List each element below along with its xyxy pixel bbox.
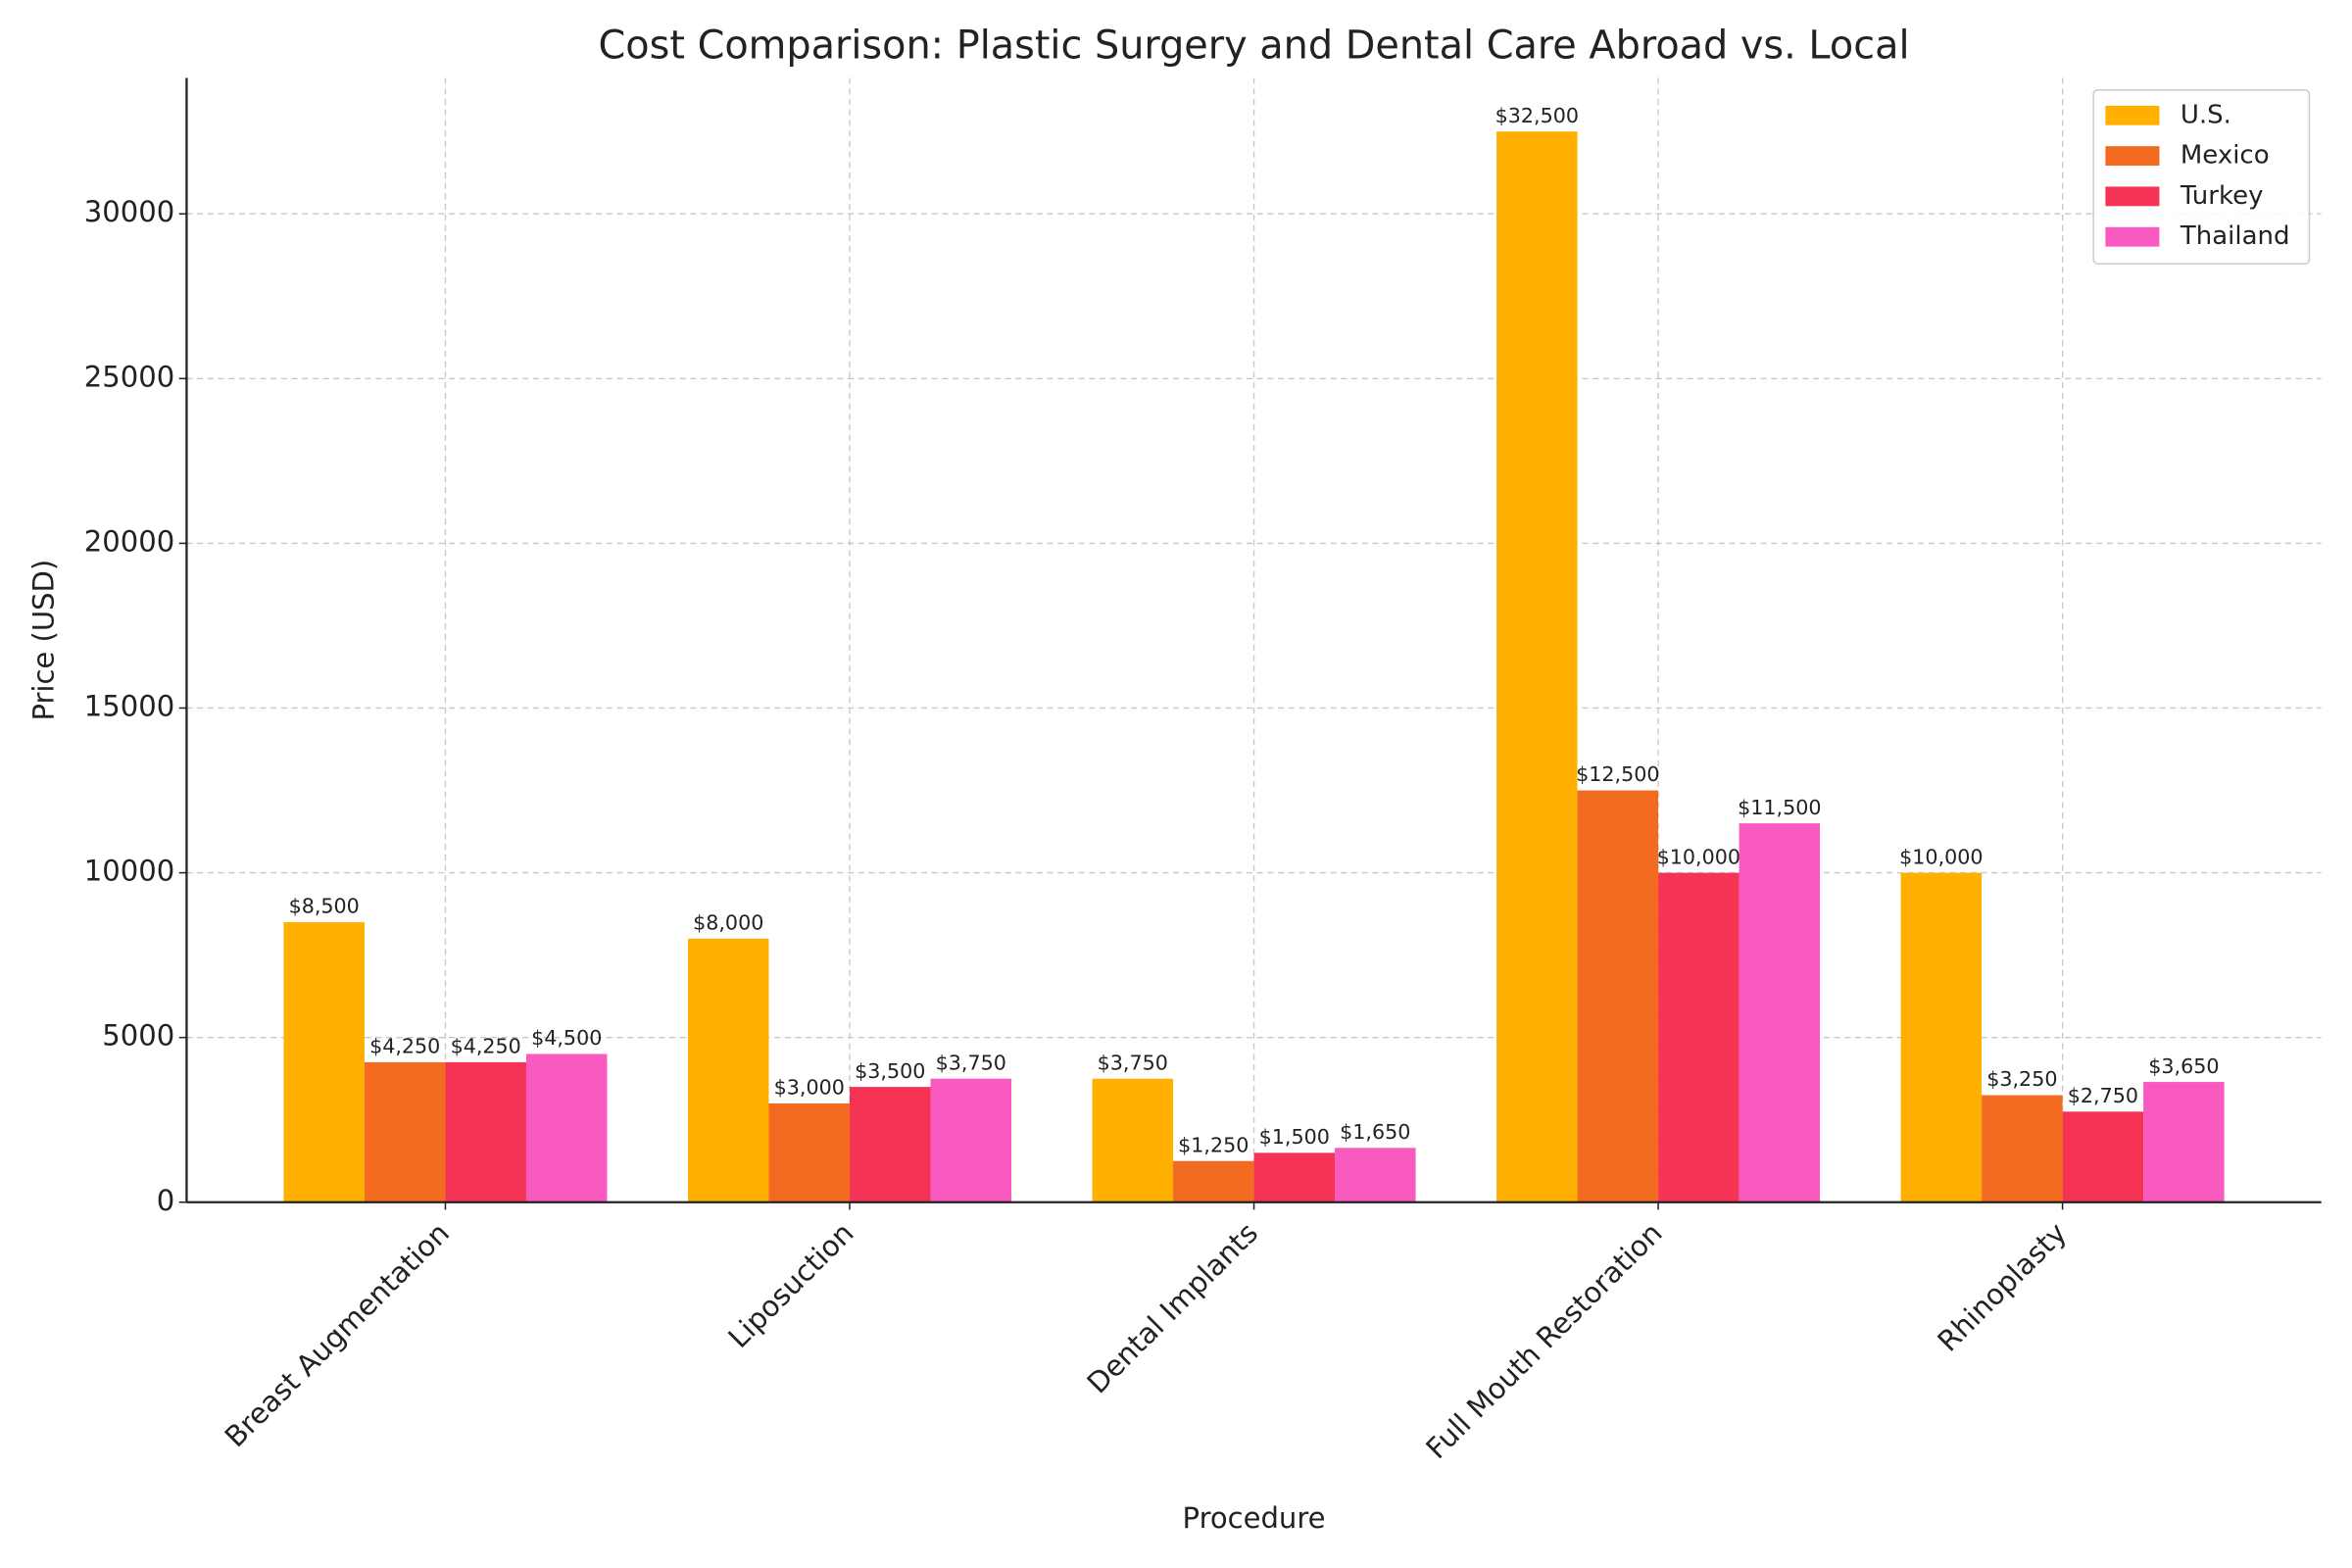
value-label: $32,500: [1495, 104, 1579, 127]
bar: [2143, 1082, 2225, 1202]
bar: [850, 1087, 931, 1202]
legend-label: Mexico: [2180, 141, 2270, 171]
value-label: $3,650: [2148, 1054, 2219, 1078]
x-axis-label: Procedure: [1183, 1501, 1326, 1535]
legend-swatch: [2105, 186, 2160, 207]
value-label: $2,750: [2068, 1084, 2138, 1107]
bar: [1496, 131, 1578, 1202]
bar: [1900, 872, 1983, 1202]
y-tick-label: 10000: [84, 855, 174, 888]
bar: [283, 922, 365, 1202]
value-label: $1,250: [1178, 1133, 1249, 1156]
bar: [2062, 1111, 2144, 1202]
value-label: $3,500: [855, 1059, 925, 1083]
value-label: $3,750: [936, 1051, 1006, 1074]
y-tick-label: 25000: [84, 360, 174, 393]
bar: [445, 1061, 526, 1202]
y-tick-label: 20000: [84, 524, 174, 558]
chart-title: Cost Comparison: Plastic Surgery and Den…: [599, 23, 1910, 68]
bar: [930, 1078, 1012, 1202]
bar: [768, 1102, 851, 1202]
bar: [364, 1061, 446, 1202]
legend-label: Thailand: [2180, 221, 2290, 251]
value-label: $4,250: [369, 1035, 440, 1058]
y-tick-label: 15000: [84, 689, 174, 722]
y-tick-label: 0: [157, 1184, 174, 1217]
legend-label: Turkey: [2180, 181, 2264, 211]
value-label: $4,500: [531, 1026, 602, 1050]
value-label: $3,250: [1986, 1067, 2057, 1091]
bar: [1739, 823, 1821, 1202]
value-label: $1,500: [1259, 1125, 1330, 1149]
bar: [1335, 1148, 1416, 1202]
y-tick-label: 30000: [84, 195, 174, 228]
legend-swatch: [2105, 226, 2160, 247]
value-label: $4,250: [451, 1035, 521, 1058]
legend-swatch: [2105, 105, 2160, 125]
bar: [1658, 872, 1740, 1202]
value-label: $12,500: [1576, 762, 1659, 786]
y-axis-label: Price (USD): [27, 560, 61, 721]
value-label: $3,000: [774, 1076, 845, 1100]
bar: [525, 1054, 608, 1202]
bar: [1092, 1078, 1174, 1202]
bar: [1982, 1095, 2063, 1202]
value-label: $3,750: [1098, 1051, 1168, 1074]
value-label: $10,000: [1657, 845, 1740, 868]
value-label: $11,500: [1738, 796, 1821, 819]
legend-swatch: [2105, 146, 2160, 167]
value-label: $8,000: [693, 911, 763, 935]
value-label: $8,500: [289, 895, 360, 918]
value-label: $10,000: [1899, 845, 1983, 868]
legend-label: U.S.: [2180, 100, 2231, 129]
bar: [1253, 1152, 1336, 1202]
bar: [1173, 1160, 1254, 1202]
value-label: $1,650: [1340, 1120, 1410, 1144]
bar: [1577, 790, 1659, 1202]
legend-box: [2092, 89, 2311, 265]
y-tick-label: 5000: [102, 1019, 174, 1053]
bar: [687, 938, 769, 1202]
